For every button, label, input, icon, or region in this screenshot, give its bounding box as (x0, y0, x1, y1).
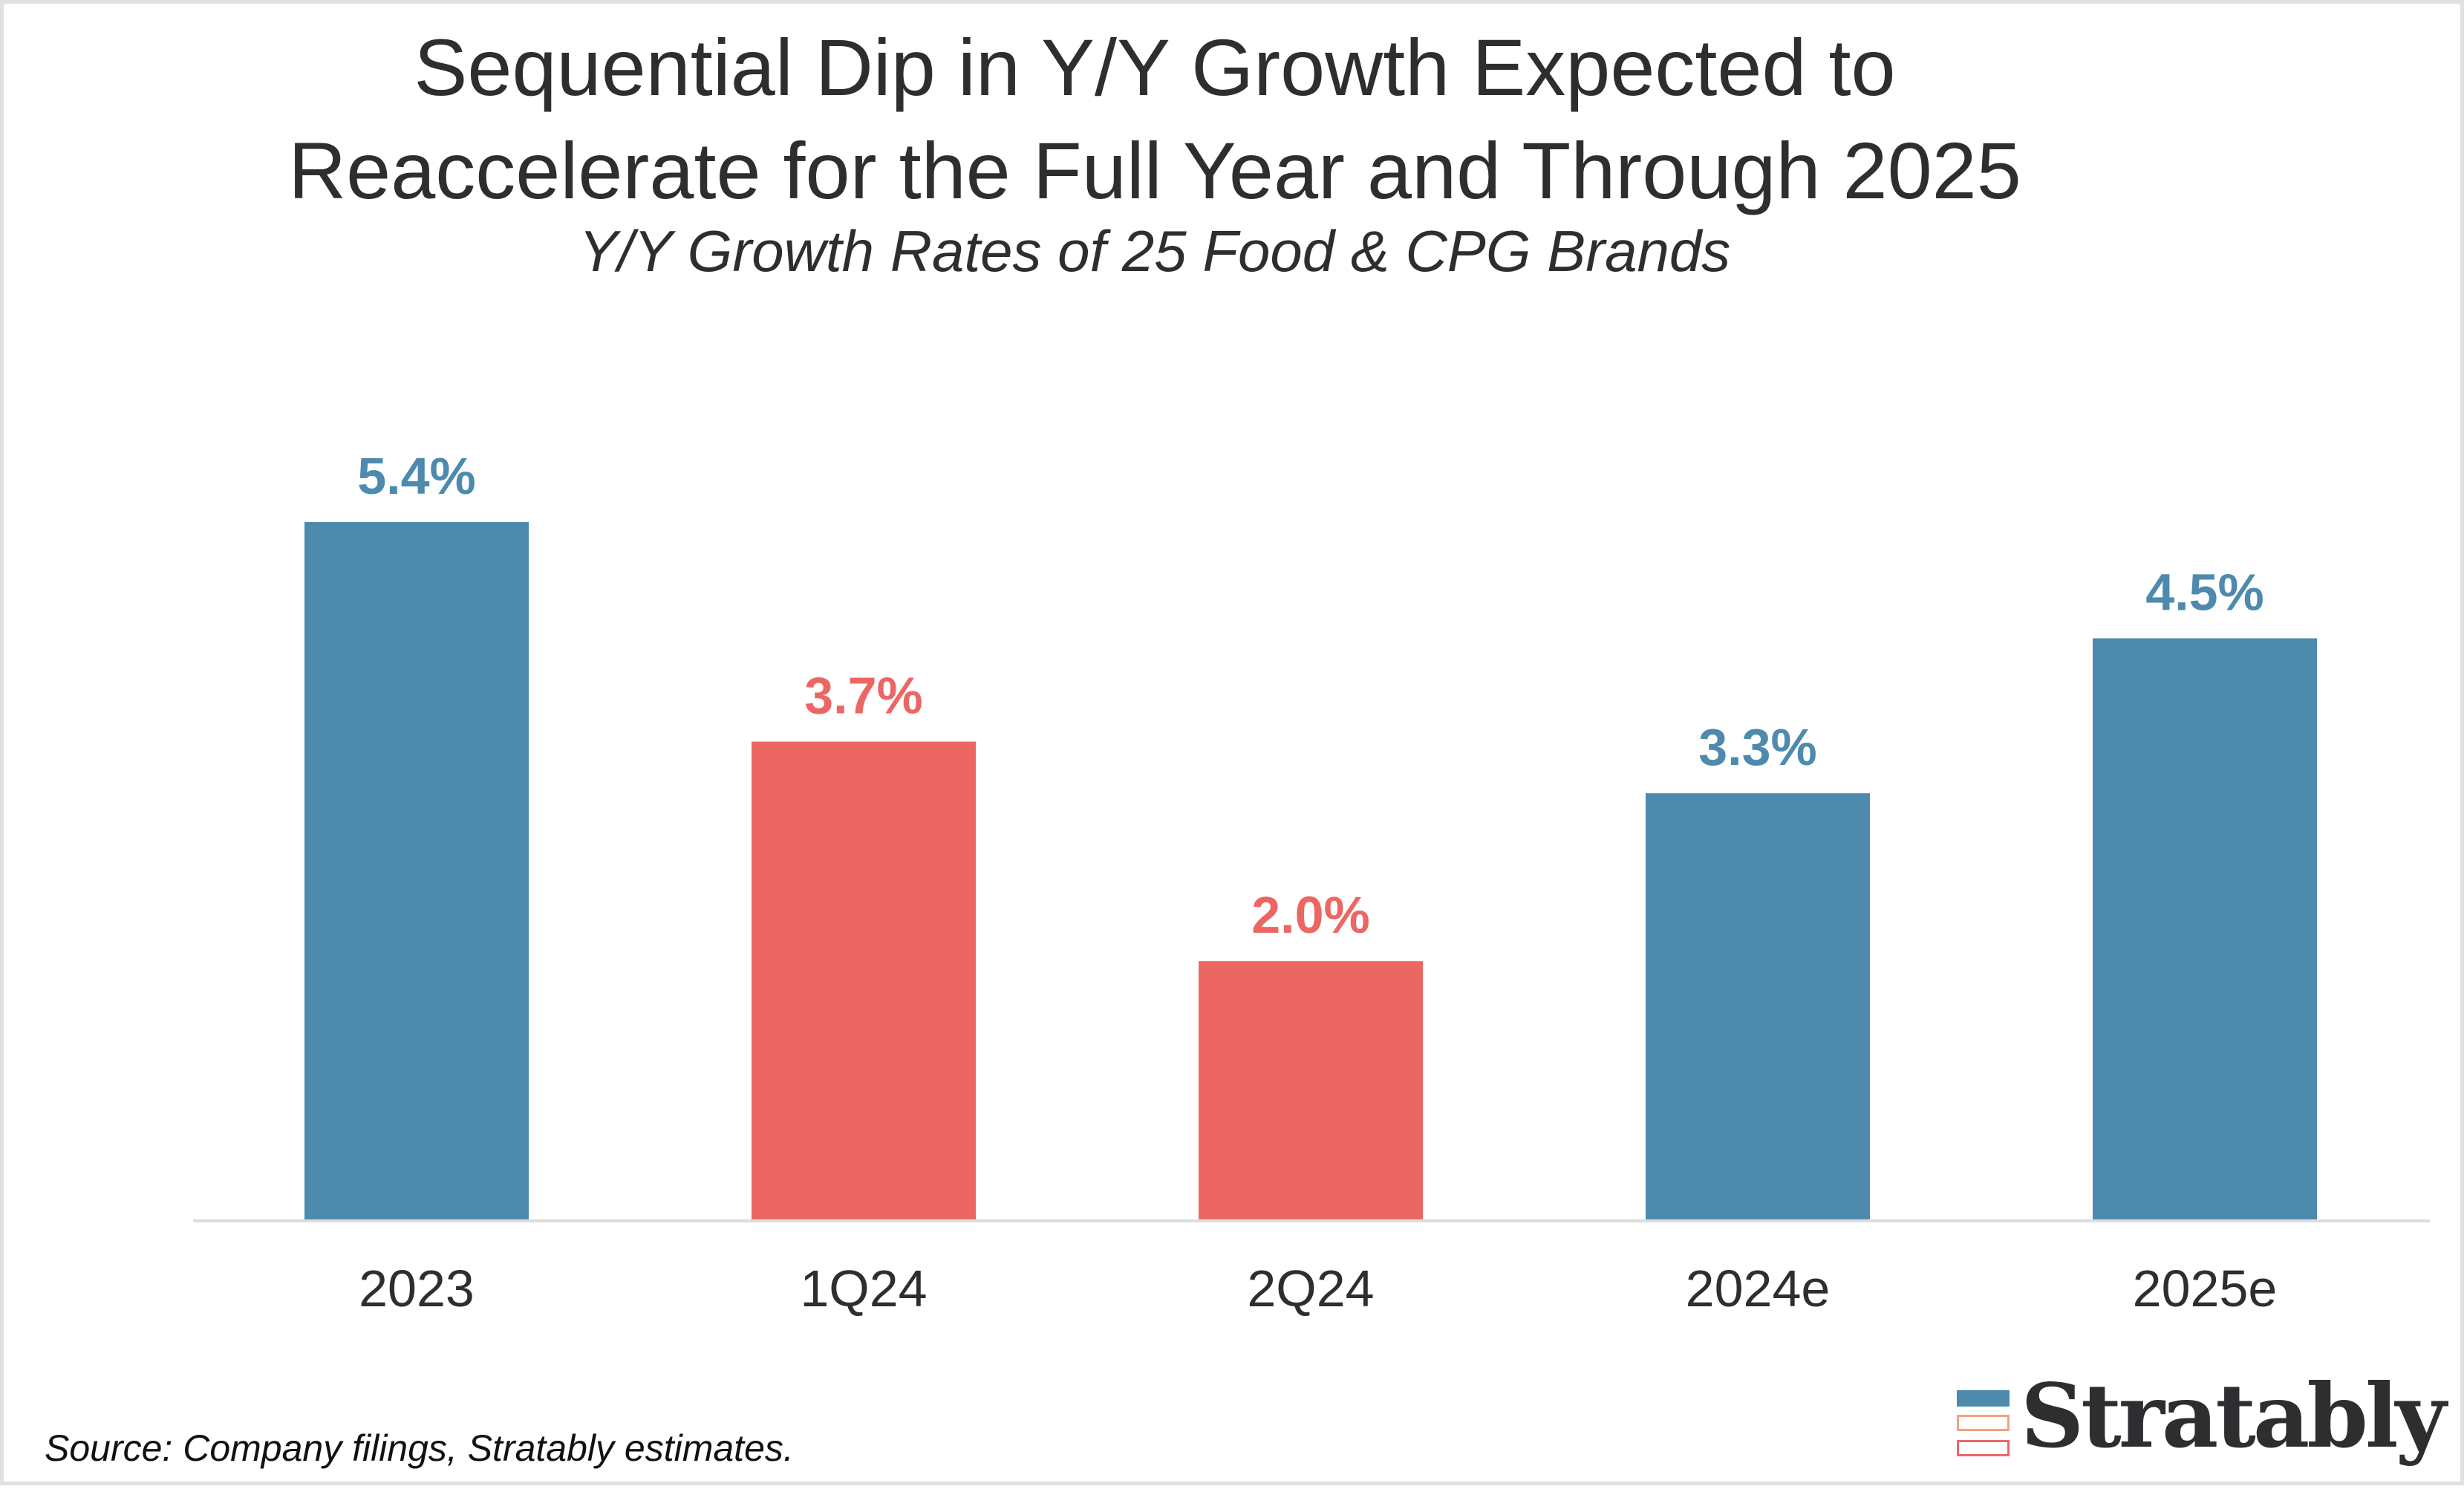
bar-2Q24 (1199, 961, 1423, 1219)
chart-title-line-2: Reaccelerate for the Full Year and Throu… (288, 126, 2021, 215)
logo-bar-orange-icon (1957, 1415, 2010, 1431)
value-label-2025e: 4.5% (2145, 564, 2264, 622)
bars-group (304, 522, 2317, 1219)
logo-bar-red-icon (1957, 1440, 2010, 1456)
bar-2023 (304, 522, 529, 1219)
x-tick-label-2025e: 2025e (2133, 1260, 2278, 1317)
chart-title-line-1: Sequential Dip in Y/Y Growth Expected to (414, 22, 1896, 112)
value-label-1Q24: 3.7% (804, 667, 923, 725)
value-labels-group: 5.4% 3.7% 2.0% 3.3% 4.5% (357, 447, 2264, 944)
bar-chart: 5.4%3.7%2.0%3.3%4.5% 2023 1Q24 2Q24 2024e 20… (193, 447, 2430, 1317)
value-label-2024e: 3.3% (1698, 718, 1817, 776)
bar-2024e (1646, 793, 1870, 1219)
x-tick-label-1Q24: 1Q24 (800, 1260, 927, 1317)
x-tick-label-2024e: 2024e (1686, 1260, 1831, 1317)
value-label-2023: 5.4% (357, 447, 476, 505)
x-tick-label-2Q24: 2Q24 (1247, 1260, 1374, 1317)
chart-subtitle: Y/Y Growth Rates of 25 Food & CPG Brands (578, 218, 1731, 284)
bar-2025e (2093, 638, 2317, 1219)
bar-1Q24 (752, 741, 976, 1219)
source-note: Source: Company filings, Stratably estim… (45, 1427, 794, 1469)
value-label-2Q24: 2.0% (1251, 886, 1370, 944)
logo-wordmark: Stratably (2021, 1364, 2446, 1467)
stratably-logo: Stratably (1957, 1368, 2446, 1470)
logo-bar-blue-icon (1957, 1390, 2010, 1407)
x-tick-labels-group: 2023 1Q24 2Q24 2024e 2025e (359, 1260, 2277, 1317)
x-tick-label-2023: 2023 (359, 1260, 475, 1317)
